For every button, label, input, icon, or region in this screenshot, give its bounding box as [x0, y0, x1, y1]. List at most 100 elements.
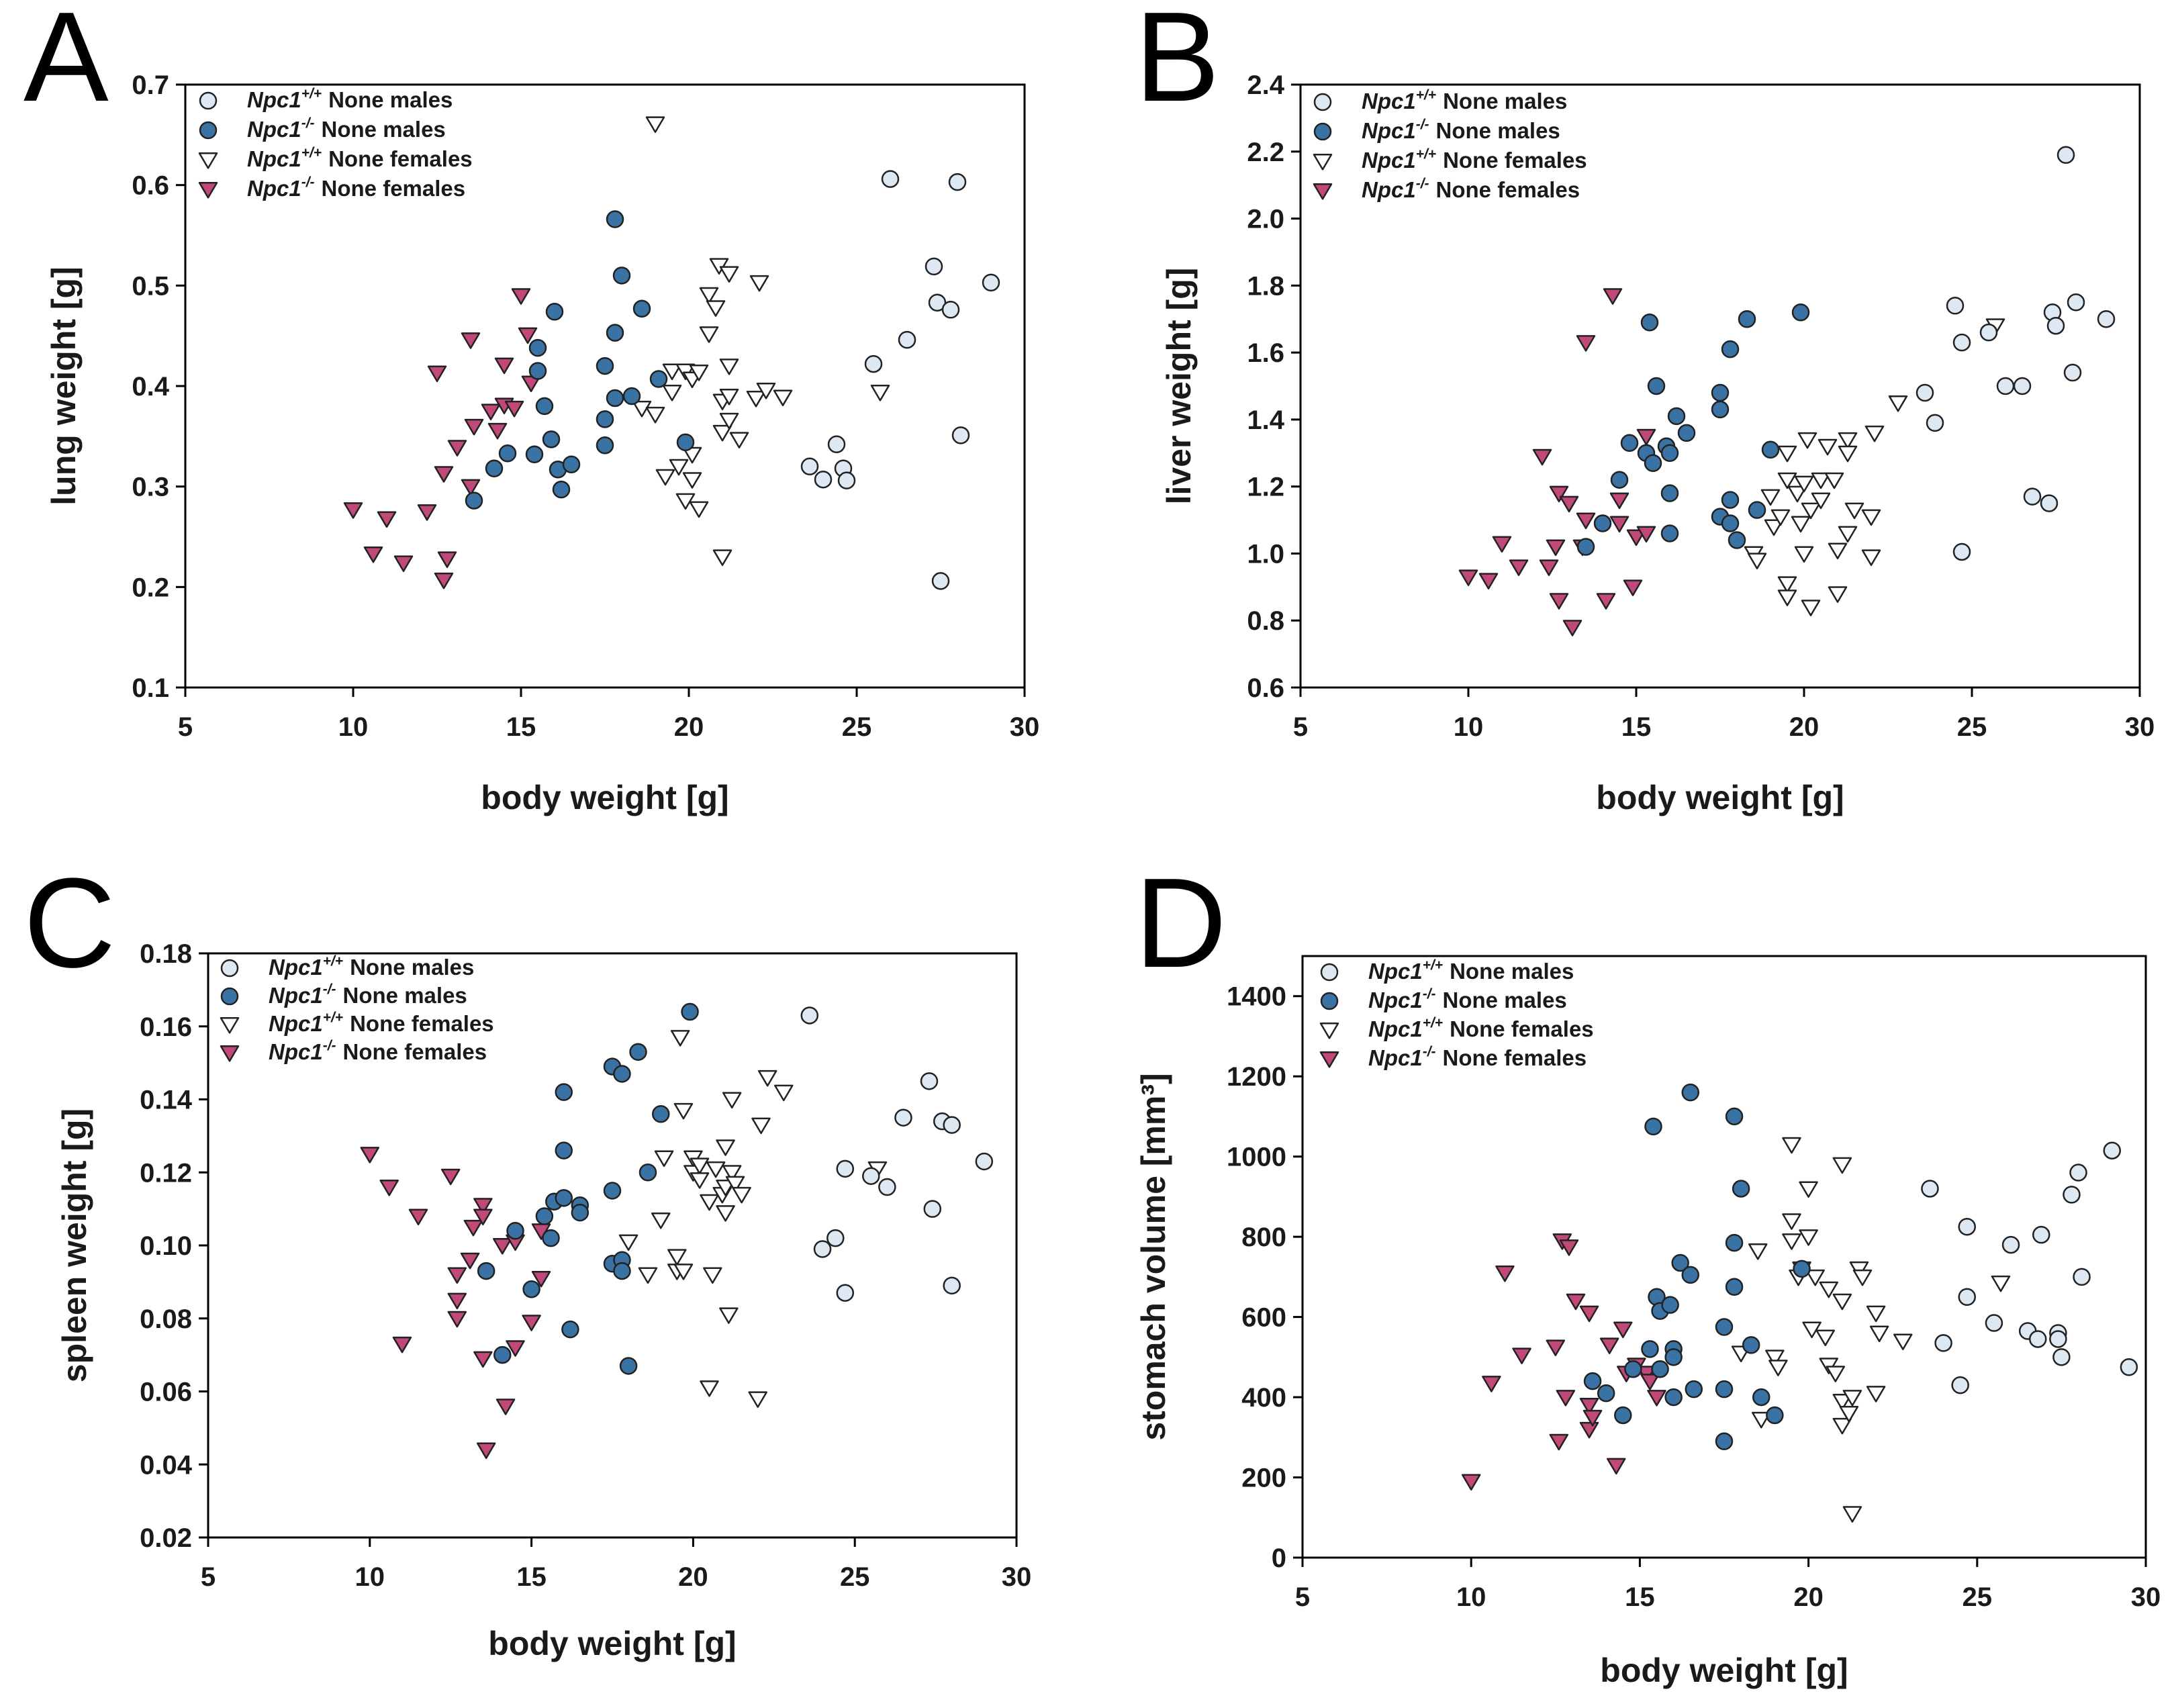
y-tick-label: 0.2	[132, 573, 169, 602]
legend-label: None females	[350, 1011, 494, 1036]
legend-entry: Npc1+/+ None females	[247, 145, 473, 171]
data-point	[1797, 432, 1817, 449]
y-tick-label: 800	[1241, 1223, 1286, 1252]
data-point	[1461, 1474, 1481, 1491]
x-tick-label: 30	[1010, 712, 1040, 742]
data-point	[417, 504, 437, 521]
data-point	[1546, 539, 1566, 557]
data-point	[651, 1212, 671, 1229]
legend-entry: Npc1-/- None males	[1362, 117, 1560, 143]
y-tick-label: 600	[1241, 1303, 1286, 1333]
y-tick-label: 1.4	[1247, 406, 1284, 435]
data-point	[535, 1207, 554, 1225]
data-point	[673, 1102, 694, 1120]
y-tick-label: 0	[1272, 1544, 1286, 1573]
data-point	[1610, 471, 1629, 489]
x-tick-label: 20	[1789, 712, 1819, 742]
data-point	[1640, 1374, 1660, 1390]
legend-marker	[220, 987, 239, 1006]
data-point	[878, 1178, 896, 1196]
panel-letter: A	[23, 0, 109, 128]
panel-b: B 5 10 15 20 25 30 0.6 0.8 1.0 1.2 1.4 1.6 1.8 2.0 2.2 2…	[1135, 0, 2155, 816]
plot-frame	[1299, 83, 2141, 689]
data-point	[477, 1262, 495, 1280]
y-tick-label: 0.1	[132, 673, 169, 703]
data-point	[434, 572, 454, 589]
data-point	[667, 1249, 687, 1266]
data-point	[552, 480, 571, 499]
y-tick-label: 0.12	[140, 1158, 192, 1188]
data-point	[1651, 1360, 1669, 1378]
data-point	[485, 459, 504, 477]
legend-label: None females	[1450, 1016, 1594, 1041]
legend-label: None males	[328, 87, 453, 112]
data-point	[699, 326, 719, 343]
data-point	[463, 1219, 483, 1237]
legend-superscript: -/-	[1416, 176, 1429, 191]
data-point	[1866, 1305, 1886, 1323]
data-point	[1799, 1229, 1818, 1246]
data-point	[673, 1264, 694, 1280]
legend-genotype: Npc1	[1368, 988, 1423, 1012]
data-point	[440, 1168, 461, 1186]
data-point	[800, 457, 819, 475]
x-tick-label: 20	[1793, 1582, 1824, 1612]
legend-genotype: Npc1	[247, 87, 301, 112]
data-point	[393, 555, 414, 573]
data-point	[464, 418, 484, 436]
data-point	[473, 1198, 493, 1215]
data-point	[729, 432, 749, 448]
data-point	[392, 1336, 412, 1354]
data-point	[1861, 549, 1881, 567]
data-point	[982, 273, 1000, 292]
data-point	[1979, 323, 1998, 342]
data-point	[826, 1229, 845, 1247]
data-point	[2103, 1141, 2122, 1159]
data-point	[749, 275, 769, 292]
data-point	[2120, 1358, 2138, 1376]
data-point	[1492, 536, 1512, 553]
legend-genotype: Npc1	[1362, 89, 1416, 113]
data-point	[506, 1340, 525, 1357]
data-point	[1844, 502, 1864, 520]
data-point	[1725, 1278, 1744, 1296]
data-point	[1752, 1411, 1771, 1429]
data-point	[1824, 472, 1844, 489]
data-point	[1549, 1433, 1569, 1451]
legend-entry: Npc1-/- None males	[269, 982, 467, 1008]
data-point	[1777, 472, 1797, 489]
data-point	[1620, 434, 1639, 453]
data-point	[1721, 340, 1740, 359]
data-point	[2028, 1330, 2047, 1348]
data-point	[1811, 472, 1831, 489]
data-point	[2069, 1164, 2087, 1182]
x-axis-label: body weight [g]	[1600, 1652, 1848, 1689]
legend-label: None females	[343, 1039, 487, 1064]
data-point	[1888, 395, 1908, 412]
y-tick-label: 0.06	[140, 1378, 192, 1407]
legend-genotype: Npc1	[1362, 118, 1416, 143]
y-tick-label: 1.2	[1247, 473, 1284, 502]
data-point	[712, 549, 732, 567]
data-point	[943, 1116, 961, 1134]
legend-superscript: +/+	[1423, 957, 1443, 973]
data-point	[1926, 414, 1944, 432]
data-point	[1819, 1281, 1838, 1298]
data-point	[1777, 576, 1797, 593]
data-point	[800, 1006, 819, 1025]
legend-entry: Npc1-/- None females	[1362, 176, 1580, 202]
data-point	[1793, 1260, 1811, 1278]
y-tick-label: 0.4	[132, 372, 169, 401]
data-point	[870, 384, 890, 401]
data-point	[1623, 579, 1643, 596]
data-point	[1721, 514, 1740, 532]
data-point	[1664, 1348, 1683, 1366]
data-point	[1768, 1360, 1788, 1376]
x-tick-label: 5	[1295, 1582, 1310, 1612]
x-tick-label: 5	[201, 1562, 216, 1592]
data-point	[2040, 494, 2059, 512]
data-point	[465, 491, 483, 510]
legend-label: None males	[1443, 988, 1567, 1012]
data-point	[1866, 1386, 1886, 1403]
